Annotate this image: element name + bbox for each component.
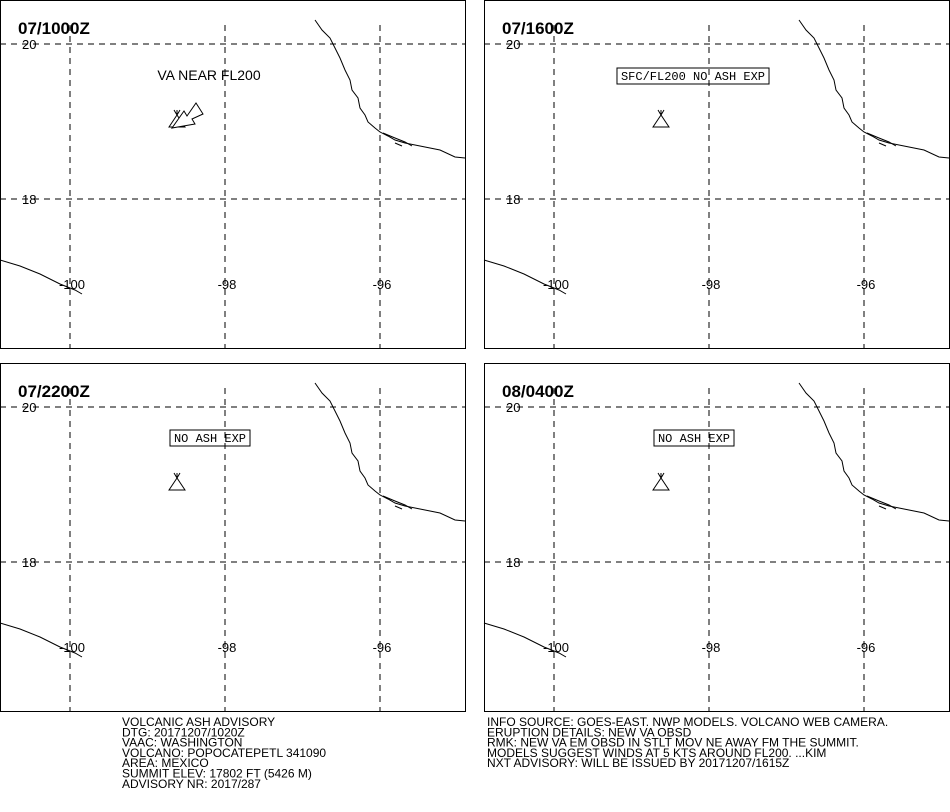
coastline [314, 382, 466, 522]
ash-annotation: NO ASH EXP [174, 432, 246, 446]
longitude-label: -100 [59, 277, 85, 292]
longitude-label: -98 [218, 277, 237, 292]
ash-annotation: NO ASH EXP [658, 432, 730, 446]
panel-frame [0, 363, 466, 712]
valid-time: 08/0400Z [502, 382, 574, 401]
advisory-line: VAAC: WASHINGTON [122, 736, 242, 750]
coastline [483, 622, 567, 658]
coastline [866, 495, 897, 510]
longitude-label: -100 [59, 640, 85, 655]
volcano-symbol [652, 472, 670, 491]
annotation-box [653, 429, 735, 447]
ash-arrow [170, 102, 204, 129]
longitude-label: -100 [543, 277, 569, 292]
advisory-line: SUMMIT ELEV: 17802 FT (5426 M) [122, 767, 312, 781]
map-features [0, 382, 466, 658]
panel-frame [0, 0, 466, 349]
latitude-label: 20 [22, 37, 36, 52]
map-features [483, 19, 950, 295]
coastline [382, 495, 413, 510]
coastline [798, 382, 950, 522]
advisory-line: NXT ADVISORY: WILL BE ISSUED BY 20171207… [487, 756, 789, 770]
longitude-label: -96 [373, 640, 392, 655]
map-panel: 20 18 -100 -98 -96 07/2200Z NO ASH EXP [0, 363, 466, 712]
volcano-symbol [652, 109, 670, 128]
map-panel: 20 18 -100 -98 -96 07/1600Z SFC/FL200 NO ASH E… [483, 0, 950, 349]
advisory-line: DTG: 20171207/1020Z [122, 725, 245, 739]
advisory-line: AREA: MEXICO [122, 756, 209, 770]
latitude-label: 20 [506, 400, 520, 415]
coastline [0, 259, 83, 295]
longitude-label: -96 [857, 277, 876, 292]
latitude-label: 18 [22, 192, 36, 207]
longitude-label: -98 [218, 640, 237, 655]
advisory-line: ERUPTION DETAILS: NEW VA OBSD [487, 725, 692, 739]
longitude-label: -98 [702, 277, 721, 292]
longitude-label: -96 [373, 277, 392, 292]
latitude-label: 20 [506, 37, 520, 52]
advisory-line: INFO SOURCE: GOES-EAST. NWP MODELS. VOLC… [487, 715, 888, 729]
volcano-symbol [168, 472, 186, 491]
latitude-label: 18 [22, 555, 36, 570]
valid-time: 07/1000Z [18, 19, 90, 38]
annotation-box [169, 429, 251, 447]
coastline [0, 622, 83, 658]
map-features [483, 382, 950, 658]
longitude-label: -98 [702, 640, 721, 655]
latitude-label: 18 [506, 555, 520, 570]
ash-annotation: VA NEAR FL200 [157, 67, 260, 83]
coastline [382, 132, 413, 147]
annotation-box [616, 67, 770, 85]
map-panel: 20 18 -100 -98 -96 07/1000Z VA NEAR FL200 [0, 0, 466, 349]
valid-time: 07/1600Z [502, 19, 574, 38]
map-panel: 20 18 -100 -98 -96 08/0400Z NO ASH EXP [483, 363, 950, 712]
longitude-label: -100 [543, 640, 569, 655]
advisory-line: ADVISORY NR: 2017/287 [122, 777, 261, 791]
advisory-line: RMK: NEW VA EM OBSD IN STLT MOV NE AWAY … [487, 736, 859, 750]
latitude-label: 18 [506, 192, 520, 207]
coastline [483, 259, 567, 295]
coastline [314, 19, 466, 159]
map-features [0, 19, 466, 295]
latitude-label: 20 [22, 400, 36, 415]
advisory-line: VOLCANO: POPOCATEPETL 341090 [122, 746, 326, 760]
ash-annotation: SFC/FL200 NO ASH EXP [621, 70, 765, 84]
advisory-line: VOLCANIC ASH ADVISORY [122, 715, 275, 729]
coastline [798, 19, 950, 159]
coastline [866, 132, 897, 147]
longitude-label: -96 [857, 640, 876, 655]
valid-time: 07/2200Z [18, 382, 90, 401]
advisory-line: MODELS SUGGEST WINDS AT 5 KTS AROUND FL2… [487, 746, 826, 760]
